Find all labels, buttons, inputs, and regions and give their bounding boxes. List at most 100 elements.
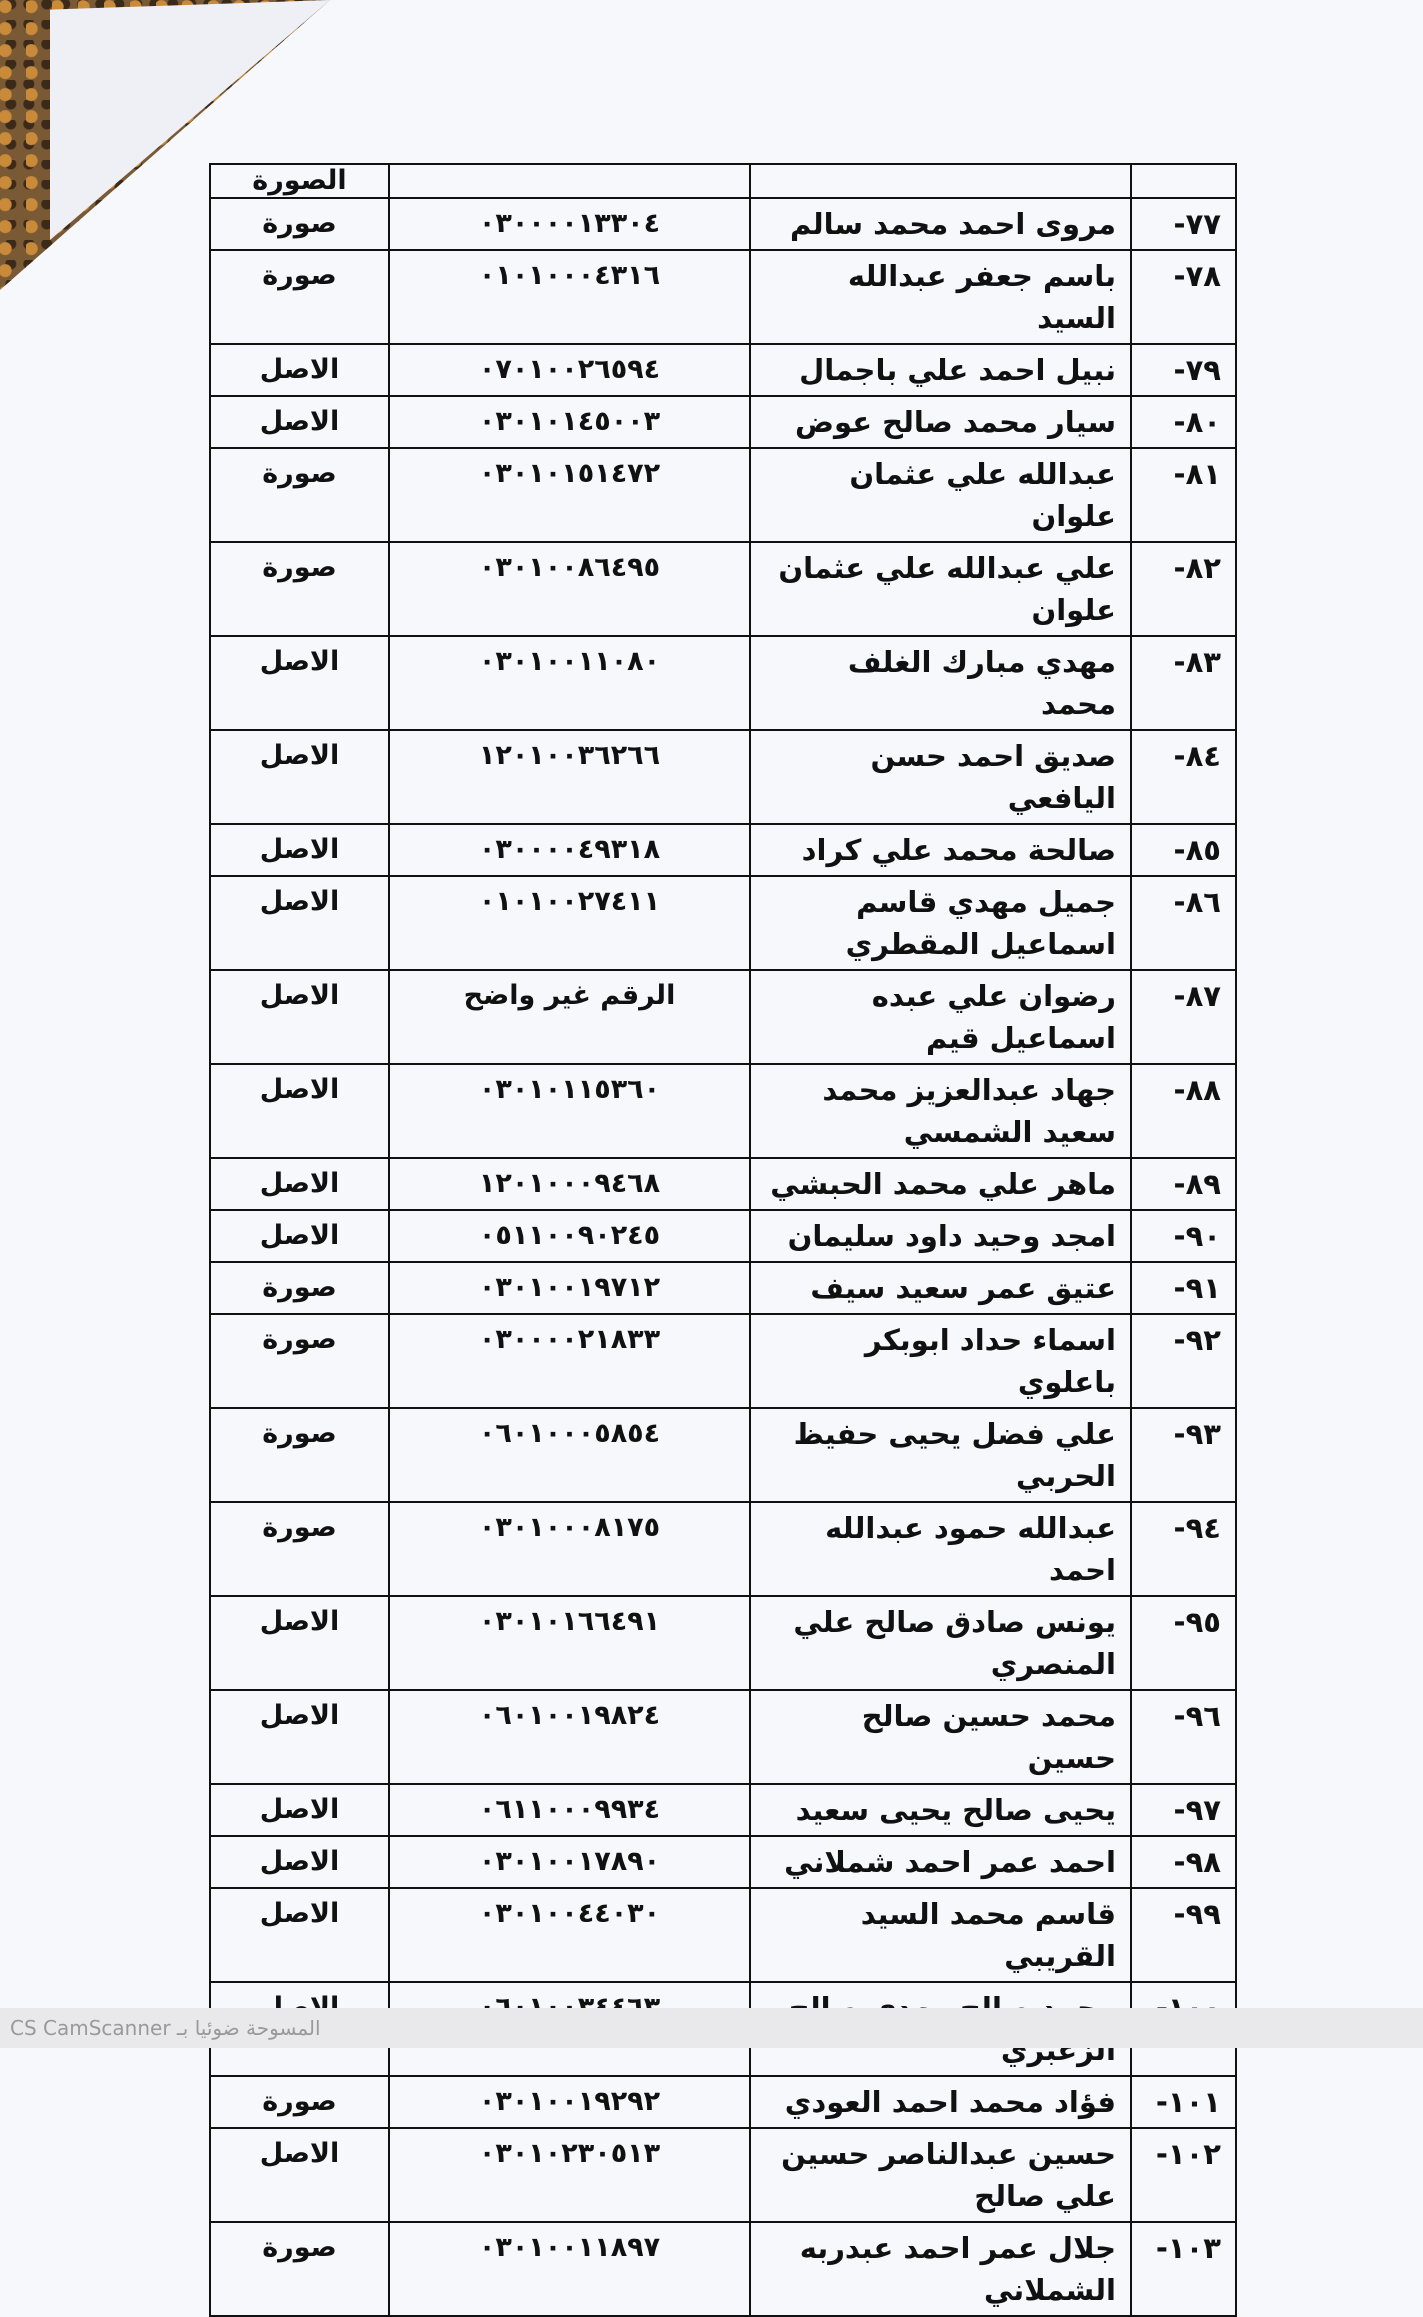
person-name: مروى احمد محمد سالم (749, 197, 1132, 251)
person-name: صديق احمد حسن اليافعي (749, 729, 1132, 825)
row-number: ٨٠- (1130, 395, 1237, 449)
table-row: ٩٧- يحيى صالح يحيى سعيد ٠٦١١٠٠٠٩٩٣٤ الاصل (209, 1783, 1237, 1837)
document-status: صورة (209, 1313, 390, 1409)
id-number: ٠٣٠١٠٠٤٤٠٣٠ (388, 1887, 751, 1983)
row-number: ٩٨- (1130, 1835, 1237, 1889)
table-row: ٨٩- ماهر علي محمد الحبشي ١٢٠١٠٠٠٩٤٦٨ الاصل (209, 1157, 1237, 1211)
id-number: ١٢٠١٠٠٠٩٤٦٨ (388, 1157, 751, 1211)
row-number: ٩٢- (1130, 1313, 1237, 1409)
person-name: احمد عمر احمد شملاني (749, 1835, 1132, 1889)
id-number: ٠٥١١٠٠٩٠٢٤٥ (388, 1209, 751, 1263)
row-number: ٩٤- (1130, 1501, 1237, 1597)
row-number: ٨٦- (1130, 875, 1237, 971)
document-status: صورة (209, 447, 390, 543)
row-number: ٩٠- (1130, 1209, 1237, 1263)
header-status: الصورة (209, 163, 390, 199)
row-number: ١٠٣- (1130, 2221, 1237, 2317)
person-name: صالحة محمد علي كراد (749, 823, 1132, 877)
id-number: ٠٣٠١٠٠٨٦٤٩٥ (388, 541, 751, 637)
table-row: ٨١- عبدالله علي عثمان علوان ٠٣٠١٠١٥١٤٧٢ صور… (209, 447, 1237, 543)
document-status: صورة (209, 2221, 390, 2317)
table-row: ٨٦- جميل مهدي قاسم اسماعيل المقطري ٠١٠١٠٠٢… (209, 875, 1237, 971)
id-number: ٠٣٠١٠٢٣٠٥١٣ (388, 2127, 751, 2223)
person-name: سيار محمد صالح عوض (749, 395, 1132, 449)
table-row: ٨٤- صديق احمد حسن اليافعي ١٢٠١٠٠٣٦٢٦٦ الاصل (209, 729, 1237, 825)
person-name: عبدالله علي عثمان علوان (749, 447, 1132, 543)
id-number: ٠٣٠١٠١٥١٤٧٢ (388, 447, 751, 543)
row-number: ٧٨- (1130, 249, 1237, 345)
table-row: ١٠٢- حسين عبدالناصر حسين علي صالح ٠٣٠١٠٢٣٠… (209, 2127, 1237, 2223)
document-status: صورة (209, 2075, 390, 2129)
document-status: الاصل (209, 2127, 390, 2223)
document-status: الاصل (209, 1835, 390, 1889)
id-number: الرقم غير واضح (388, 969, 751, 1065)
person-name: جلال عمر احمد عبدربه الشملاني (749, 2221, 1132, 2317)
header-number (1130, 163, 1237, 199)
person-name: اسماء حداد ابوبكر باعلوي (749, 1313, 1132, 1409)
id-number: ٠٣٠١٠١١٥٣٦٠ (388, 1063, 751, 1159)
person-name: عبدالله حمود عبدالله احمد (749, 1501, 1132, 1597)
row-number: ٨٨- (1130, 1063, 1237, 1159)
person-name: جهاد عبدالعزيز محمد سعيد الشمسي (749, 1063, 1132, 1159)
table-header-row: الصورة (209, 163, 1237, 199)
person-name: امجد وحيد داود سليمان (749, 1209, 1132, 1263)
person-name: قاسم محمد السيد القريبي (749, 1887, 1132, 1983)
row-number: ٧٩- (1130, 343, 1237, 397)
document-status: الاصل (209, 1157, 390, 1211)
id-number: ٠٣٠٠٠٠١٣٣٠٤ (388, 197, 751, 251)
row-number: ٧٧- (1130, 197, 1237, 251)
person-name: مهدي مبارك الغلف محمد (749, 635, 1132, 731)
person-name: نبيل احمد علي باجمال (749, 343, 1132, 397)
row-number: ٩٦- (1130, 1689, 1237, 1785)
id-number: ٠٣٠١٠١٤٥٠٠٣ (388, 395, 751, 449)
document-status: صورة (209, 197, 390, 251)
document-status: صورة (209, 1407, 390, 1503)
row-number: ٨٢- (1130, 541, 1237, 637)
table-row: ٧٧- مروى احمد محمد سالم ٠٣٠٠٠٠١٣٣٠٤ صورة (209, 197, 1237, 251)
id-number: ٠٣٠١٠٠١٩٢٩٢ (388, 2075, 751, 2129)
table-row: ٩٣- علي فضل يحيى حفيظ الحربي ٠٦٠١٠٠٠٥٨٥٤ صو… (209, 1407, 1237, 1503)
id-number: ٠٣٠١٠٠١٩٧١٢ (388, 1261, 751, 1315)
person-name: محمد حسين صالح حسين (749, 1689, 1132, 1785)
document-status: الاصل (209, 1595, 390, 1691)
document-status: صورة (209, 249, 390, 345)
id-number: ٠٣٠١٠٠٠٨١٧٥ (388, 1501, 751, 1597)
person-name: جميل مهدي قاسم اسماعيل المقطري (749, 875, 1132, 971)
row-number: ١٠١- (1130, 2075, 1237, 2129)
table-row: ١٠١- فؤاد محمد احمد العودي ٠٣٠١٠٠١٩٢٩٢ صورة (209, 2075, 1237, 2129)
document-status: صورة (209, 1261, 390, 1315)
names-table: الصورة ٧٧- مروى احمد محمد سالم ٠٣٠٠٠٠١٣٣٠٤… (209, 163, 1237, 2317)
person-name: علي فضل يحيى حفيظ الحربي (749, 1407, 1132, 1503)
row-number: ٩٧- (1130, 1783, 1237, 1837)
document-status: الاصل (209, 729, 390, 825)
document-status: الاصل (209, 343, 390, 397)
table-row: ٨٠- سيار محمد صالح عوض ٠٣٠١٠١٤٥٠٠٣ الاصل (209, 395, 1237, 449)
id-number: ٠٣٠١٠٠١١٨٩٧ (388, 2221, 751, 2317)
person-name: رضوان علي عبده اسماعيل قيم (749, 969, 1132, 1065)
camscanner-watermark: CS CamScanner المسوحة ضوئيا بـ (10, 2016, 321, 2040)
id-number: ٠٦١١٠٠٠٩٩٣٤ (388, 1783, 751, 1837)
person-name: يحيى صالح يحيى سعيد (749, 1783, 1132, 1837)
document-status: الاصل (209, 1063, 390, 1159)
id-number: ٠١٠١٠٠٢٧٤١١ (388, 875, 751, 971)
table-row: ٨٥- صالحة محمد علي كراد ٠٣٠٠٠٠٤٩٣١٨ الاصل (209, 823, 1237, 877)
table-row: ٩٨- احمد عمر احمد شملاني ٠٣٠١٠٠١٧٨٩٠ الاصل (209, 1835, 1237, 1889)
document-status: الاصل (209, 635, 390, 731)
person-name: عتيق عمر سعيد سيف (749, 1261, 1132, 1315)
table-row: ٩٦- محمد حسين صالح حسين ٠٦٠١٠٠١٩٨٢٤ الاصل (209, 1689, 1237, 1785)
person-name: باسم جعفر عبدالله السيد (749, 249, 1132, 345)
row-number: ٨٩- (1130, 1157, 1237, 1211)
table-row: ٩٠- امجد وحيد داود سليمان ٠٥١١٠٠٩٠٢٤٥ الاصل (209, 1209, 1237, 1263)
table-row: ٩١- عتيق عمر سعيد سيف ٠٣٠١٠٠١٩٧١٢ صورة (209, 1261, 1237, 1315)
row-number: ٨١- (1130, 447, 1237, 543)
document-status: الاصل (209, 875, 390, 971)
document-status: صورة (209, 1501, 390, 1597)
row-number: ٨٤- (1130, 729, 1237, 825)
id-number: ٠٣٠١٠١٦٦٤٩١ (388, 1595, 751, 1691)
document-status: الاصل (209, 1783, 390, 1837)
table-row: ١٠٣- جلال عمر احمد عبدربه الشملاني ٠٣٠١٠٠١… (209, 2221, 1237, 2317)
row-number: ٩٣- (1130, 1407, 1237, 1503)
id-number: ٠٣٠١٠٠١١٠٨٠ (388, 635, 751, 731)
table-row: ٩٤- عبدالله حمود عبدالله احمد ٠٣٠١٠٠٠٨١٧٥ ص… (209, 1501, 1237, 1597)
document-status: صورة (209, 541, 390, 637)
